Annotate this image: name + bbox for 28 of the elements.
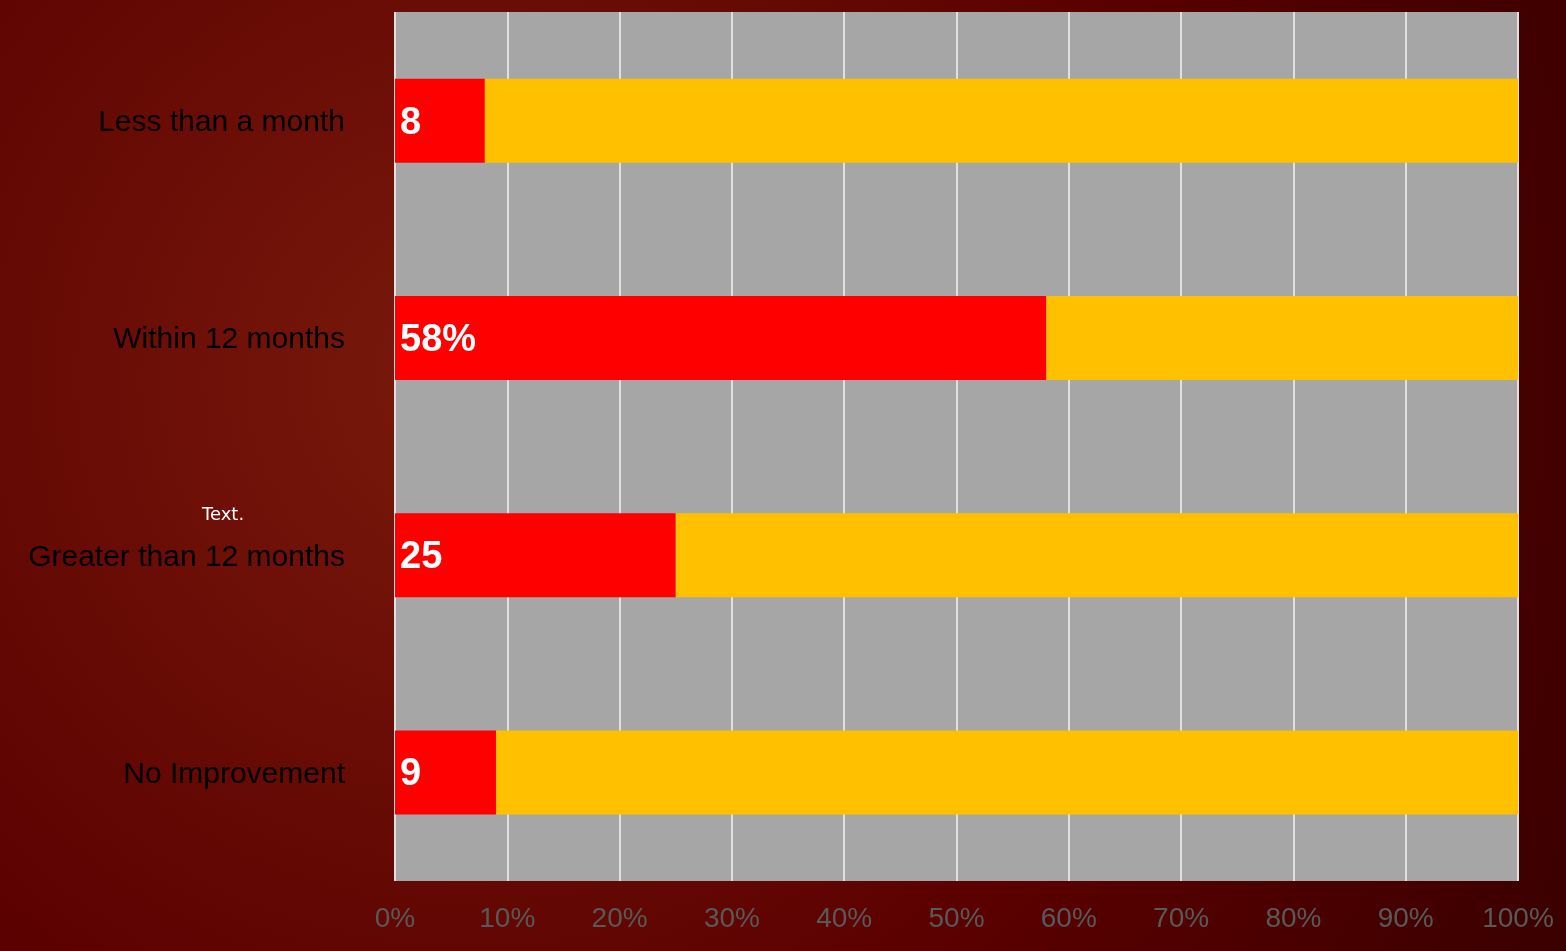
- x-tick-label: 70%: [1153, 901, 1210, 933]
- x-tick-label: 0%: [374, 901, 416, 933]
- x-tick-label: 20%: [591, 901, 648, 933]
- text: Text.: [202, 503, 245, 524]
- x-tick-label: 60%: [1040, 901, 1097, 933]
- bar: [395, 78, 485, 163]
- x-tick-label: 10%: [479, 901, 536, 933]
- bar: [1046, 295, 1518, 380]
- bar: [395, 295, 1047, 380]
- data-label: 8: [400, 99, 422, 142]
- x-tick-label: 100%: [1482, 901, 1554, 933]
- bar: [395, 513, 676, 598]
- x-tick-label: 30%: [703, 901, 760, 933]
- x-tick-label: 90%: [1377, 901, 1434, 933]
- bar: [484, 78, 1518, 163]
- x-tick-label: 40%: [816, 901, 873, 933]
- y-tick-label: No Improvement: [123, 755, 346, 789]
- bar: [675, 513, 1518, 598]
- bar: [395, 730, 497, 815]
- y-tick-label: Greater than 12 months: [28, 538, 345, 572]
- data-label: 9: [400, 751, 422, 794]
- x-tick-label: 50%: [928, 901, 985, 933]
- data-label: 25: [400, 534, 443, 577]
- x-tick-label: 80%: [1265, 901, 1322, 933]
- data-label: 58%: [400, 316, 477, 359]
- bar: [496, 730, 1518, 815]
- y-tick-label: Within 12 months: [113, 321, 345, 355]
- y-tick-label: Less than a month: [98, 104, 345, 138]
